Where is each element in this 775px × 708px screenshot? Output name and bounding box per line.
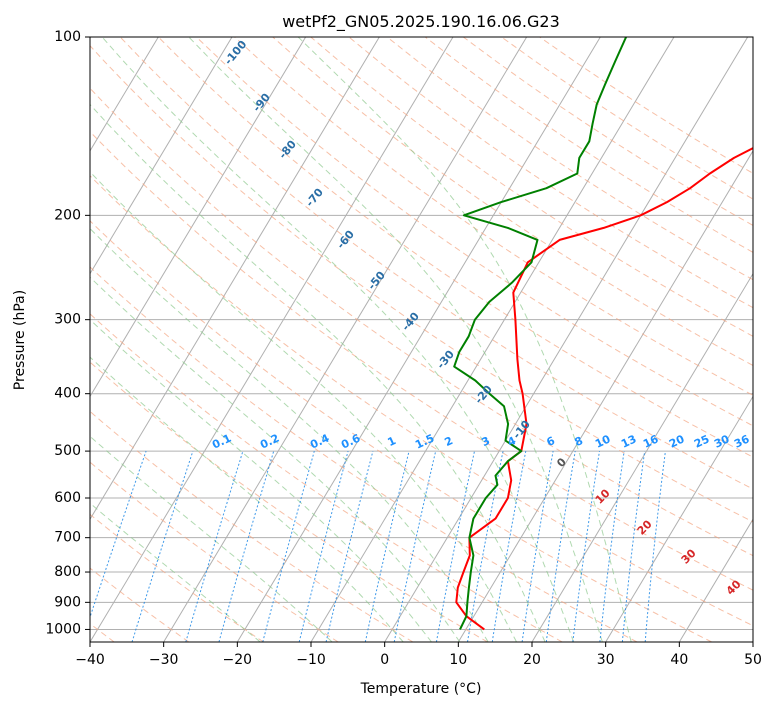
mixing-ratio-label: 13 [619, 432, 638, 450]
y-axis-label: Pressure (hPa) [12, 290, 28, 390]
isotherm-gridline [90, 37, 307, 398]
y-tick-label: 900 [54, 594, 81, 610]
dry-adiabat [90, 175, 753, 627]
isotherm-gridline [236, 37, 601, 642]
isotherm-gridline [678, 518, 753, 642]
mixing-ratio-line [131, 450, 194, 642]
plot-frame [89, 36, 754, 643]
mixing-ratio-label: 20 [667, 432, 687, 450]
isotherm-gridline [310, 37, 675, 642]
moist-adiabat [297, 37, 632, 642]
x-tick-label: 40 [670, 652, 688, 668]
isotherm-gridline [163, 37, 528, 642]
mixing-ratio-label: 25 [692, 432, 711, 450]
y-tick-label: 500 [54, 443, 81, 459]
isotherm-gridline [90, 37, 159, 152]
dry-adiabat [196, 37, 753, 427]
mixing-ratio-label: 16 [641, 432, 661, 450]
y-tick-label: 300 [54, 312, 81, 328]
plot-background [90, 37, 753, 642]
x-axis-label: Temperature (°C) [360, 681, 482, 697]
moist-adiabat [101, 37, 575, 642]
y-tick-label: 200 [54, 207, 81, 223]
mixing-ratio-line [599, 451, 625, 642]
isotherm-gridline [0, 37, 11, 642]
y-tick-label: 600 [54, 490, 81, 506]
moist-adiabat [90, 435, 333, 642]
mixing-ratio-line [491, 451, 527, 642]
dry-adiabat [90, 513, 264, 642]
x-tick-label: 10 [449, 652, 467, 668]
dry-adiabat [348, 37, 753, 309]
isotherm-gridline [384, 37, 749, 642]
dry-adiabat [310, 37, 753, 337]
mixing-ratio-line [545, 451, 576, 642]
isotherm-gridline [752, 641, 753, 642]
mixing-ratio-line [621, 451, 646, 642]
y-tick-label: 1000 [45, 621, 81, 637]
mixing-ratio-line [298, 450, 349, 642]
mixing-ratio-line [218, 450, 275, 642]
mixing-ratio-label: 36 [732, 432, 752, 450]
dry-adiabat [90, 220, 712, 642]
isotherm-gridline [90, 37, 454, 642]
moist-adiabat [188, 37, 603, 642]
moist-adiabat [90, 276, 461, 642]
mixing-ratio-line [572, 451, 600, 642]
x-tick-label: −20 [223, 652, 253, 668]
mixing-ratio-label: 10 [593, 432, 613, 450]
moist-adiabat [90, 356, 404, 642]
dewpoint-line [453, 37, 628, 630]
isotherm-gridline [90, 37, 233, 275]
isotherm-gridline [531, 272, 753, 642]
y-tick-label: 800 [54, 564, 81, 580]
mixing-ratio-line [325, 450, 374, 642]
mixing-ratio-line [393, 450, 437, 642]
mixing-ratio-line [644, 451, 666, 642]
x-tick-label: 0 [380, 652, 389, 668]
x-tick-label: −10 [296, 652, 326, 668]
x-tick-label: 50 [744, 652, 762, 668]
temperature-line [455, 146, 753, 631]
moist-adiabat [90, 227, 489, 642]
moist-adiabat [90, 171, 517, 642]
mixing-ratio-line [521, 451, 554, 642]
dry-adiabat [90, 266, 638, 642]
dry-adiabat [119, 37, 753, 490]
mixing-ratio-line [185, 450, 244, 642]
chart-title: wetPf2_GN05.2025.190.16.06.G23 [282, 12, 560, 32]
x-tick-label: −30 [149, 652, 179, 668]
isotherm-gridline [605, 395, 753, 642]
moist-adiabat [90, 103, 546, 642]
background-lines [0, 37, 753, 642]
isotherm-gridline [90, 37, 380, 521]
mixing-ratio-line [262, 450, 315, 642]
dry-adiabat [90, 567, 190, 642]
isotherm-gridline [457, 149, 753, 642]
y-tick-label: 700 [54, 530, 81, 546]
x-tick-label: 20 [523, 652, 541, 668]
profile-lines [453, 37, 753, 631]
axis-ticks: −40 −30 −20 −10 0 10 20 30 40 50 100 200 300 400 500 60… [45, 29, 762, 668]
x-tick-label: −40 [75, 652, 105, 668]
x-tick-label: 30 [597, 652, 615, 668]
y-tick-label: 400 [54, 386, 81, 402]
mixing-ratio-label: 30 [712, 432, 732, 450]
dry-adiabat [157, 37, 753, 458]
dry-adiabat [90, 361, 488, 642]
mixing-ratio-line [364, 450, 410, 642]
moist-adiabat [90, 319, 432, 642]
y-tick-label: 100 [54, 29, 81, 45]
dry-adiabat [90, 313, 563, 642]
